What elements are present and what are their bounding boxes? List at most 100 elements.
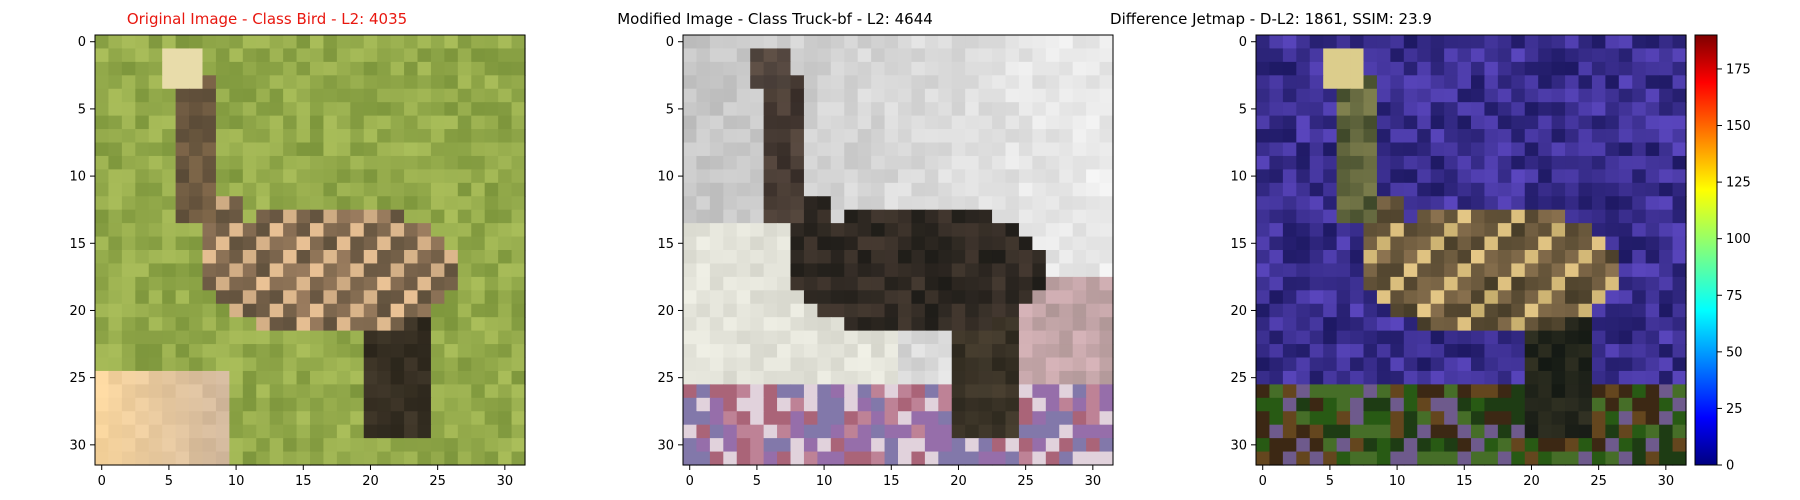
pixel <box>417 250 432 265</box>
pixel <box>404 129 419 144</box>
pixel <box>430 357 445 372</box>
pixel <box>377 370 392 385</box>
pixel <box>1363 250 1378 265</box>
pixel <box>951 129 966 144</box>
pixel <box>162 303 177 318</box>
pixel <box>1565 438 1580 453</box>
pixel <box>1336 88 1351 103</box>
pixel <box>1524 88 1539 103</box>
pixel <box>336 451 351 466</box>
pixel <box>696 411 711 426</box>
pixel <box>978 61 993 76</box>
pixel <box>1045 223 1060 238</box>
pixel <box>1099 209 1114 224</box>
y-tick-label: 0 <box>1239 35 1247 50</box>
pixel <box>1417 142 1432 157</box>
pixel <box>857 330 872 345</box>
pixel <box>1497 129 1512 144</box>
pixel <box>1018 397 1033 412</box>
pixel <box>121 129 136 144</box>
pixel <box>283 451 298 466</box>
pixel <box>296 344 311 359</box>
pixel <box>763 438 778 453</box>
pixel <box>1659 223 1674 238</box>
pixel <box>1323 142 1338 157</box>
pixel <box>683 397 698 412</box>
pixel <box>1018 196 1033 211</box>
pixel <box>1578 223 1593 238</box>
pixel <box>1618 142 1633 157</box>
pixel <box>148 397 163 412</box>
pixel <box>978 411 993 426</box>
pixel <box>296 303 311 318</box>
pixel <box>1296 196 1311 211</box>
pixel <box>336 357 351 372</box>
pixel <box>336 384 351 399</box>
pixel <box>1430 438 1445 453</box>
pixel <box>1059 263 1074 278</box>
pixel <box>924 370 939 385</box>
pixel <box>1086 344 1101 359</box>
pixel <box>457 330 472 345</box>
pixel <box>1086 451 1101 466</box>
pixel <box>1524 250 1539 265</box>
pixel <box>1497 411 1512 426</box>
pixel <box>1471 317 1486 332</box>
pixel <box>1045 290 1060 305</box>
pixel <box>696 129 711 144</box>
pixel <box>1309 438 1324 453</box>
pixel <box>283 142 298 157</box>
pixel <box>830 61 845 76</box>
pixel <box>1045 438 1060 453</box>
pixel <box>709 411 724 426</box>
pixel <box>1632 142 1647 157</box>
pixel <box>323 236 338 251</box>
pixel <box>1099 451 1114 466</box>
pixel <box>1309 169 1324 184</box>
pixel <box>162 317 177 332</box>
pixel <box>189 451 204 466</box>
pixel <box>242 155 257 170</box>
pixel <box>1296 223 1311 238</box>
pixel <box>898 263 913 278</box>
pixel <box>310 142 325 157</box>
pixel <box>350 48 365 63</box>
pixel <box>1323 357 1338 372</box>
pixel <box>457 303 472 318</box>
pixel <box>363 142 378 157</box>
pixel <box>444 250 459 265</box>
pixel <box>1632 61 1647 76</box>
pixel <box>162 155 177 170</box>
pixel <box>498 250 513 265</box>
pixel <box>1403 344 1418 359</box>
pixel <box>1444 344 1459 359</box>
pixel <box>1565 250 1580 265</box>
pixel <box>310 115 325 130</box>
pixel <box>844 397 859 412</box>
pixel <box>417 451 432 466</box>
pixel <box>162 330 177 345</box>
pixel <box>202 317 217 332</box>
pixel <box>1417 384 1432 399</box>
pixel <box>736 303 751 318</box>
pixel <box>1538 88 1553 103</box>
pixel <box>1430 169 1445 184</box>
pixel <box>911 357 926 372</box>
pixel <box>511 115 526 130</box>
pixel <box>162 48 177 63</box>
pixel <box>763 236 778 251</box>
pixel <box>498 115 513 130</box>
pixel <box>95 344 110 359</box>
pixel <box>215 317 230 332</box>
pixel <box>444 357 459 372</box>
pixel <box>1659 129 1674 144</box>
pixel <box>1032 330 1047 345</box>
pixel <box>1538 115 1553 130</box>
pixel <box>189 344 204 359</box>
pixel <box>1390 196 1405 211</box>
pixel <box>1457 236 1472 251</box>
pixel <box>135 48 150 63</box>
pixel <box>857 142 872 157</box>
pixel <box>444 330 459 345</box>
pixel <box>269 451 284 466</box>
